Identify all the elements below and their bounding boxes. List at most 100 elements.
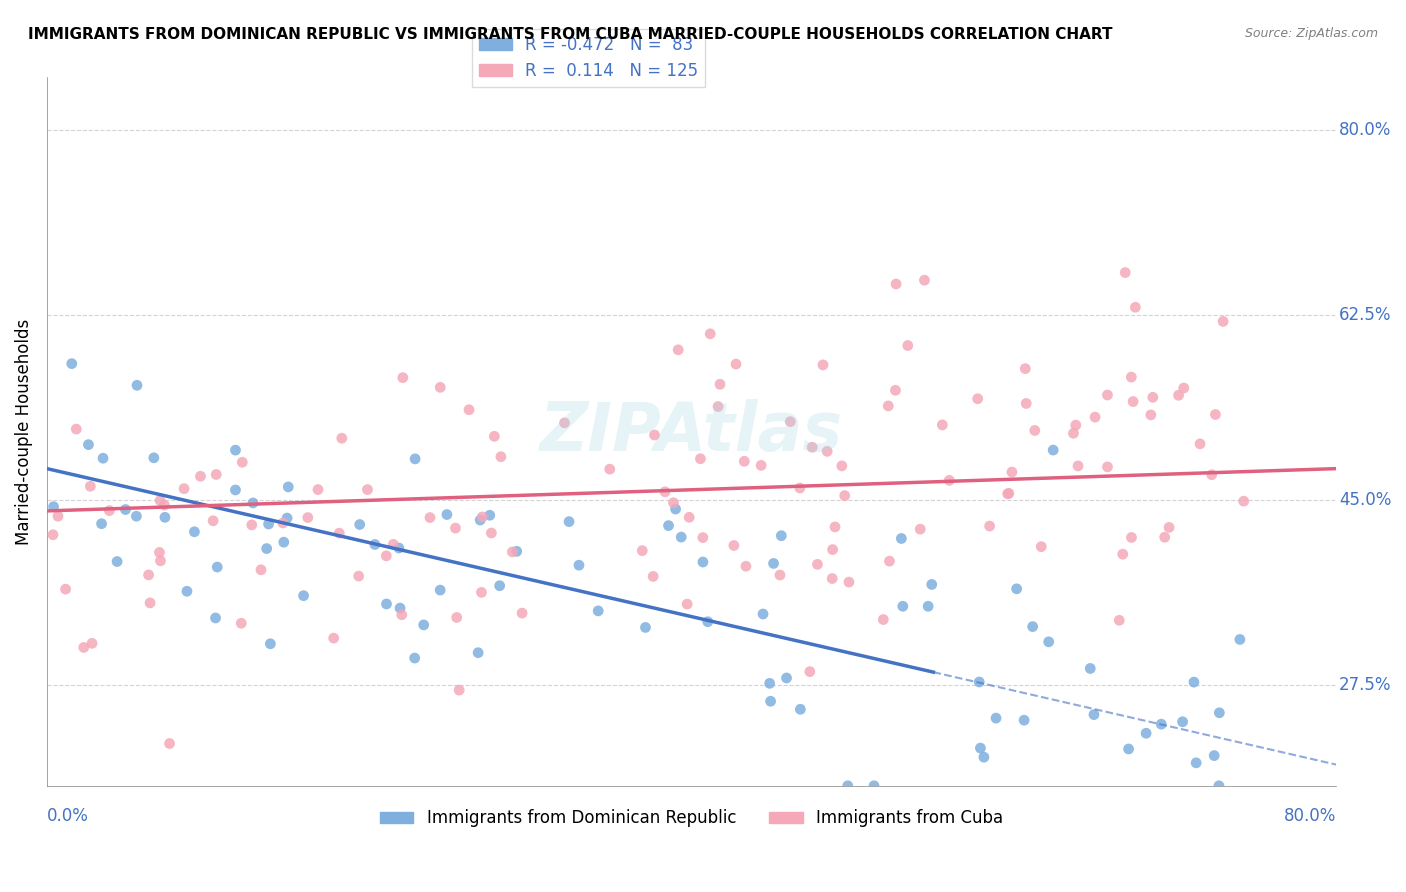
Point bbox=[806, 558, 828, 572]
Point bbox=[1182, 675, 1205, 690]
Point bbox=[259, 637, 281, 651]
Point bbox=[1064, 418, 1087, 433]
Point bbox=[723, 539, 745, 553]
Point bbox=[1042, 443, 1064, 458]
Point bbox=[821, 542, 844, 557]
Point bbox=[382, 537, 405, 551]
Point bbox=[1189, 437, 1212, 451]
Text: Source: ZipAtlas.com: Source: ZipAtlas.com bbox=[1244, 27, 1378, 40]
Point bbox=[173, 482, 195, 496]
Point bbox=[125, 378, 148, 392]
Point bbox=[884, 384, 907, 398]
Point bbox=[938, 473, 960, 487]
Point bbox=[458, 402, 481, 417]
Point bbox=[966, 392, 988, 406]
Point bbox=[1153, 530, 1175, 544]
Point bbox=[470, 585, 492, 599]
Point bbox=[429, 380, 451, 394]
Point bbox=[997, 487, 1019, 501]
Point bbox=[347, 569, 370, 583]
Point bbox=[967, 675, 990, 690]
Point bbox=[419, 510, 441, 524]
Point bbox=[678, 510, 700, 524]
Point bbox=[79, 479, 101, 493]
Point bbox=[138, 568, 160, 582]
Point bbox=[392, 370, 415, 384]
Point bbox=[897, 338, 920, 352]
Point bbox=[724, 357, 747, 371]
Point bbox=[202, 514, 225, 528]
Point bbox=[799, 665, 821, 679]
Point bbox=[696, 615, 718, 629]
Point bbox=[599, 462, 621, 476]
Point bbox=[643, 569, 665, 583]
Point bbox=[1012, 713, 1035, 727]
Point bbox=[838, 575, 860, 590]
Point bbox=[1031, 540, 1053, 554]
Point bbox=[733, 454, 755, 468]
Point bbox=[692, 531, 714, 545]
Point bbox=[1097, 459, 1119, 474]
Point bbox=[389, 601, 412, 615]
Point bbox=[689, 451, 711, 466]
Point bbox=[1062, 426, 1084, 441]
Point bbox=[242, 496, 264, 510]
Point bbox=[328, 526, 350, 541]
Text: IMMIGRANTS FROM DOMINICAN REPUBLIC VS IMMIGRANTS FROM CUBA MARRIED-COUPLE HOUSEH: IMMIGRANTS FROM DOMINICAN REPUBLIC VS IM… bbox=[28, 27, 1112, 42]
Point bbox=[470, 513, 492, 527]
Point bbox=[444, 521, 467, 535]
Point bbox=[834, 489, 856, 503]
Point bbox=[1150, 717, 1173, 731]
Point bbox=[1167, 388, 1189, 402]
Point bbox=[1015, 396, 1038, 410]
Point bbox=[240, 517, 263, 532]
Point bbox=[931, 417, 953, 432]
Point bbox=[142, 450, 165, 465]
Point bbox=[375, 549, 398, 563]
Point bbox=[65, 422, 87, 436]
Point bbox=[657, 518, 679, 533]
Point bbox=[979, 519, 1001, 533]
Point bbox=[412, 618, 434, 632]
Point bbox=[1005, 582, 1028, 596]
Point bbox=[489, 450, 512, 464]
Point bbox=[90, 516, 112, 531]
Point bbox=[276, 511, 298, 525]
Point bbox=[46, 509, 69, 524]
Point bbox=[375, 597, 398, 611]
Point bbox=[1024, 424, 1046, 438]
Point bbox=[789, 481, 811, 495]
Point bbox=[831, 458, 853, 473]
Point bbox=[1201, 467, 1223, 482]
Point bbox=[391, 607, 413, 622]
Point bbox=[224, 443, 246, 458]
Point bbox=[231, 616, 253, 631]
Point bbox=[231, 455, 253, 469]
Point bbox=[506, 544, 529, 558]
Point bbox=[644, 428, 666, 442]
Point bbox=[364, 537, 387, 551]
Point bbox=[271, 516, 294, 530]
Point bbox=[356, 483, 378, 497]
Point bbox=[890, 532, 912, 546]
Point bbox=[250, 563, 273, 577]
Point bbox=[998, 486, 1021, 500]
Point bbox=[42, 527, 65, 541]
Point bbox=[205, 467, 228, 482]
Y-axis label: Married-couple Households: Married-couple Households bbox=[15, 318, 32, 545]
Point bbox=[1014, 361, 1036, 376]
Point bbox=[149, 554, 172, 568]
Point bbox=[821, 572, 844, 586]
Point bbox=[664, 502, 686, 516]
Point bbox=[1212, 314, 1234, 328]
Point bbox=[105, 555, 128, 569]
Point bbox=[1173, 381, 1195, 395]
Point bbox=[98, 503, 121, 517]
Point bbox=[1118, 742, 1140, 756]
Point bbox=[1114, 266, 1136, 280]
Point bbox=[775, 671, 797, 685]
Point bbox=[707, 400, 730, 414]
Point bbox=[1097, 388, 1119, 402]
Point bbox=[824, 520, 846, 534]
Point bbox=[388, 541, 411, 555]
